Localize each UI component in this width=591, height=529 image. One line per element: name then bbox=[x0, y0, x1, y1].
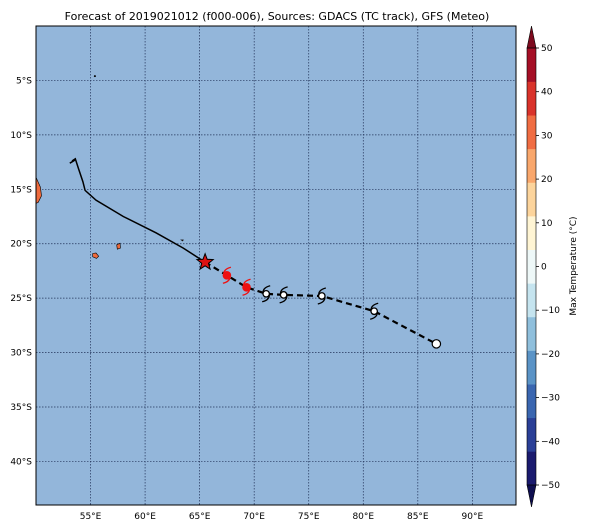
temperature-colorbar: 50 40 30 20 10 0 −10 −20 −30 −40 −50 Max Temperatu… bbox=[526, 25, 579, 508]
longitude-tick-label: 75°E bbox=[298, 512, 320, 522]
longitude-tick-label: 90°E bbox=[462, 512, 484, 522]
colorbar-tick-label: −30 bbox=[541, 394, 560, 404]
colorbar-band bbox=[527, 48, 536, 82]
colorbar-band bbox=[527, 316, 536, 351]
colorbar-bands bbox=[526, 25, 537, 508]
latitude-tick-label: 35°S bbox=[10, 403, 32, 413]
past-track-line bbox=[71, 157, 206, 263]
latitude-tick-label: 20°S bbox=[10, 240, 32, 250]
past-track-stub bbox=[69, 159, 76, 164]
latitude-tick-label: 40°S bbox=[10, 457, 32, 467]
map-gridlines bbox=[36, 26, 516, 505]
colorbar-tick-label: 40 bbox=[541, 88, 553, 98]
storm-symbol-icon bbox=[262, 285, 271, 303]
forecast-track-line bbox=[204, 261, 437, 345]
low-symbol-icon bbox=[431, 339, 442, 349]
figure-title: Forecast of 2019021012 (f000-006), Sourc… bbox=[65, 10, 490, 23]
colorbar-tick-label: 30 bbox=[541, 131, 553, 141]
longitude-tick-label: 55°E bbox=[80, 512, 102, 522]
latitude-tick-label: 25°S bbox=[10, 294, 32, 304]
land-reunion bbox=[92, 252, 100, 259]
colorbar-band bbox=[527, 182, 536, 217]
colorbar-band bbox=[527, 81, 536, 116]
latitude-tick-label: 5°S bbox=[16, 76, 32, 86]
islet-dot bbox=[93, 75, 96, 78]
colorbar-band bbox=[527, 350, 536, 385]
longitude-tick-label: 65°E bbox=[189, 512, 211, 522]
colorbar-ticks: 50 40 30 20 10 0 −10 −20 −30 −40 −50 bbox=[536, 44, 560, 491]
longitude-tick-label: 80°E bbox=[352, 512, 374, 522]
colorbar-band bbox=[527, 148, 536, 183]
colorbar-tick-label: −40 bbox=[541, 437, 560, 447]
longitude-tick-label: 70°E bbox=[243, 512, 265, 522]
storm-symbol-icon bbox=[317, 287, 326, 305]
map-panel: 55°E 60°E 65°E 70°E 75°E 80°E 85°E 90°E 5°S 10°S… bbox=[10, 25, 517, 522]
latitude-tick-label: 10°S bbox=[10, 131, 32, 141]
ocean-area bbox=[36, 26, 516, 505]
colorbar-band bbox=[527, 417, 536, 452]
colorbar-band bbox=[527, 384, 536, 419]
land-mauritius bbox=[116, 242, 121, 250]
colorbar-tick-label: −10 bbox=[541, 306, 560, 316]
colorbar-tick-label: 50 bbox=[541, 44, 553, 54]
colorbar-band bbox=[527, 249, 536, 284]
longitude-tick-labels: 55°E 60°E 65°E 70°E 75°E 80°E 85°E 90°E bbox=[80, 512, 484, 522]
colorbar-extend-low bbox=[526, 484, 537, 508]
storm-symbol-icon bbox=[279, 286, 288, 304]
colorbar-label: Max Temperature (°C) bbox=[569, 216, 579, 315]
colorbar-extend-high bbox=[526, 25, 537, 49]
colorbar-tick-label: 20 bbox=[541, 175, 553, 185]
latitude-tick-label: 15°S bbox=[10, 185, 32, 195]
land-rodrigues bbox=[180, 239, 184, 242]
colorbar-band bbox=[527, 216, 536, 250]
colorbar-tick-label: 10 bbox=[541, 219, 553, 229]
colorbar-tick-label: 0 bbox=[541, 263, 547, 273]
storm-symbol-icon bbox=[370, 302, 379, 320]
longitude-tick-label: 85°E bbox=[407, 512, 429, 522]
hurricane-symbol-icon bbox=[222, 266, 232, 284]
colorbar-band bbox=[527, 115, 536, 150]
current-position-star-icon bbox=[195, 252, 215, 271]
cyclone-track bbox=[69, 157, 442, 349]
latitude-tick-labels: 5°S 10°S 15°S 20°S 25°S 30°S 35°S 40°S bbox=[10, 76, 32, 467]
colorbar-tick-label: −50 bbox=[541, 481, 560, 491]
map-frame bbox=[35, 25, 517, 506]
latitude-tick-label: 30°S bbox=[10, 349, 32, 359]
longitude-tick-label: 60°E bbox=[134, 512, 156, 522]
colorbar-band bbox=[527, 283, 536, 318]
colorbar-band bbox=[527, 451, 536, 486]
hurricane-symbol-icon bbox=[242, 278, 251, 296]
colorbar-tick-label: −20 bbox=[541, 350, 560, 360]
